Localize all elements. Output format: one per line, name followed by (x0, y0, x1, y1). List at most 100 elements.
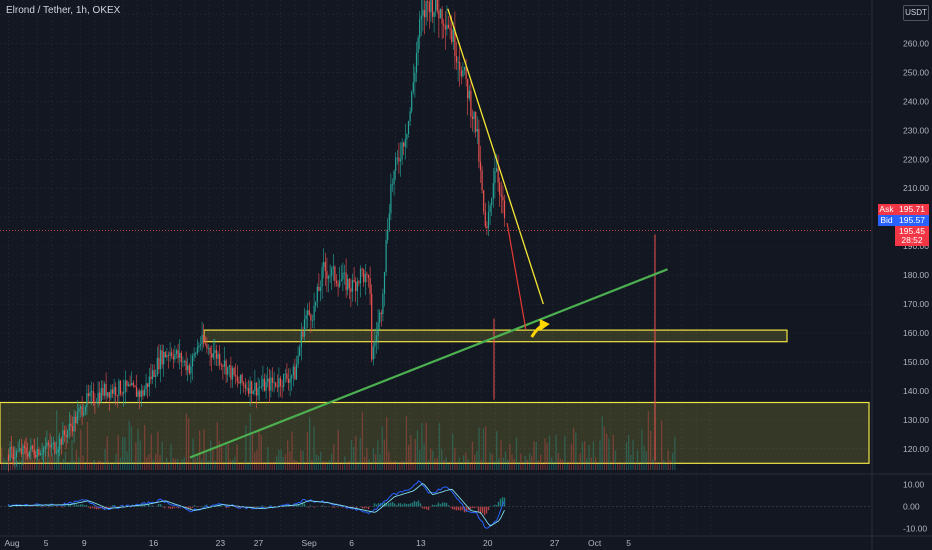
volume-bar (645, 451, 647, 470)
candle-body (407, 121, 410, 135)
oscillator-histogram-bar (251, 506, 254, 508)
candle-body (347, 278, 349, 291)
volume-bar (485, 426, 487, 470)
candle-body (342, 272, 344, 280)
candle-body (278, 378, 280, 388)
oscillator-histogram-bar (169, 506, 172, 509)
oscillator-histogram-bar (297, 504, 300, 507)
volume-bar (443, 459, 445, 470)
volume-bar (254, 452, 256, 470)
oscillator-histogram-bar (413, 500, 416, 507)
oscillator-histogram-bar (301, 503, 304, 507)
volume-bar (298, 463, 300, 470)
volume-bar (84, 463, 86, 470)
time-axis-tick-label: 16 (149, 538, 159, 548)
volume-bar (625, 442, 628, 470)
oscillator-histogram-bar (385, 503, 388, 507)
volume-bar (377, 440, 379, 470)
candle-body (174, 354, 176, 360)
volume-bar (397, 461, 399, 470)
volume-bar (511, 454, 513, 470)
volume-bar (82, 455, 84, 470)
oscillator-histogram-bar (409, 503, 412, 507)
candle-body (438, 10, 440, 19)
candle-body (124, 380, 126, 392)
time-axis-tick-label: Sep (302, 538, 317, 548)
volume-bar (137, 428, 139, 470)
oscillator-histogram-bar (257, 506, 260, 507)
volume-bar (260, 435, 262, 470)
volume-bar (562, 459, 564, 470)
candle-body (187, 365, 189, 371)
candle-body (207, 347, 210, 349)
currency-unit-button[interactable]: USDT (903, 5, 929, 21)
volume-bar (183, 457, 185, 470)
volume-bar (276, 456, 278, 470)
price-axis-tick-label: 170.00 (903, 299, 929, 309)
volume-bar (489, 452, 491, 470)
candle-body (243, 382, 245, 385)
candle-body (92, 391, 94, 403)
volume-bar (157, 431, 159, 470)
candle-body (147, 383, 149, 387)
oscillator-histogram-bar (157, 504, 160, 507)
oscillator-histogram-bar (501, 497, 504, 507)
volume-bar (467, 459, 469, 470)
volume-bar (658, 463, 661, 470)
oscillator-histogram-bar (109, 506, 112, 508)
candle-body (363, 269, 365, 283)
volume-bar (196, 455, 199, 470)
candle-body (22, 445, 24, 455)
last-price-tag: 195.45 (895, 226, 929, 237)
candle-body (211, 353, 213, 358)
volume-bar (210, 440, 212, 470)
oscillator-histogram-bar (137, 505, 140, 507)
volume-bar (471, 441, 474, 470)
volume-bar (348, 461, 350, 470)
volume-bar (526, 459, 529, 470)
candle-body (134, 385, 136, 387)
candle-body (233, 367, 235, 375)
candle-body (196, 347, 198, 354)
volume-bar (133, 462, 135, 470)
oscillator-histogram-bar (407, 504, 410, 507)
candle-body (260, 386, 262, 388)
volume-bar (368, 459, 370, 470)
candle-body (33, 448, 35, 455)
volume-bar (201, 459, 203, 470)
volume-bar (432, 450, 434, 470)
volume-bar (317, 455, 320, 470)
candle-body (310, 314, 312, 321)
oscillator-histogram-bar (427, 506, 430, 511)
candle-body (219, 354, 221, 365)
volume-bar (513, 458, 515, 470)
volume-bar (339, 463, 342, 470)
volume-bar (161, 441, 163, 470)
candle-body (214, 349, 216, 354)
candle-body (411, 91, 413, 112)
oscillator-histogram-bar (81, 504, 84, 507)
oscillator-histogram-bar (333, 506, 336, 508)
candle-body (364, 273, 366, 283)
candle-body (227, 367, 229, 375)
volume-bar (126, 451, 128, 470)
oscillator-axis-tick-label: -10.00 (903, 523, 927, 533)
volume-bar (302, 450, 304, 470)
volume-bar (551, 457, 553, 470)
volume-bar (606, 433, 608, 470)
candle-body (143, 389, 146, 396)
volume-bar (177, 458, 179, 470)
oscillator-histogram-bar (103, 506, 106, 510)
oscillator-histogram-bar (313, 506, 316, 508)
volume-bar (364, 456, 366, 470)
oscillator-histogram-bar (431, 504, 434, 507)
volume-bar (18, 460, 20, 470)
time-axis-tick-label: 9 (82, 538, 87, 548)
candle-body (451, 29, 453, 43)
candle-body (478, 129, 480, 162)
candle-body (319, 287, 322, 291)
oscillator-histogram-bar (91, 506, 94, 508)
bid-tag-value: 195.57 (895, 215, 929, 226)
oscillator-histogram-bar (397, 503, 400, 507)
